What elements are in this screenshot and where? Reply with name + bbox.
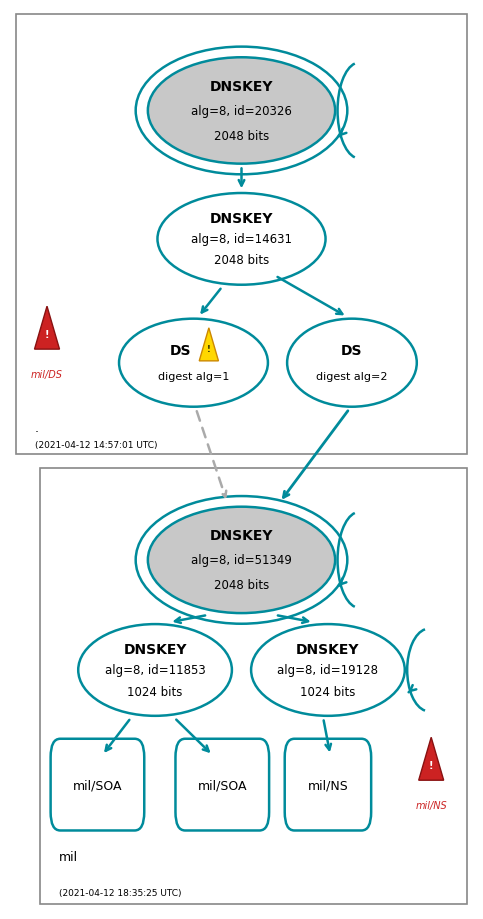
Text: mil/SOA: mil/SOA (72, 778, 122, 791)
FancyBboxPatch shape (40, 469, 467, 904)
Text: alg=8, id=19128: alg=8, id=19128 (277, 664, 379, 676)
Text: 1024 bits: 1024 bits (128, 685, 183, 698)
Text: alg=8, id=51349: alg=8, id=51349 (191, 554, 292, 567)
Ellipse shape (157, 194, 326, 286)
Text: DS: DS (341, 344, 363, 357)
Text: 1024 bits: 1024 bits (300, 685, 355, 698)
Text: alg=8, id=11853: alg=8, id=11853 (105, 664, 205, 676)
Text: DNSKEY: DNSKEY (123, 642, 187, 656)
Text: mil/NS: mil/NS (415, 800, 447, 811)
Ellipse shape (251, 624, 405, 716)
Text: !: ! (429, 760, 433, 770)
Ellipse shape (148, 58, 335, 165)
Text: DNSKEY: DNSKEY (210, 80, 273, 94)
Polygon shape (419, 737, 444, 780)
Text: mil/DS: mil/DS (31, 369, 63, 380)
Text: .: . (35, 422, 39, 435)
FancyBboxPatch shape (51, 739, 144, 831)
Ellipse shape (78, 624, 232, 716)
Ellipse shape (119, 319, 268, 407)
Text: 2048 bits: 2048 bits (214, 255, 269, 267)
Ellipse shape (287, 319, 417, 407)
FancyBboxPatch shape (175, 739, 269, 831)
Text: mil/NS: mil/NS (308, 778, 348, 791)
Text: (2021-04-12 18:35:25 UTC): (2021-04-12 18:35:25 UTC) (59, 888, 182, 897)
Text: DNSKEY: DNSKEY (210, 211, 273, 225)
FancyBboxPatch shape (16, 15, 467, 455)
Text: digest alg=1: digest alg=1 (158, 372, 229, 382)
Text: !: ! (45, 329, 49, 339)
Text: digest alg=2: digest alg=2 (316, 372, 388, 382)
Text: 2048 bits: 2048 bits (214, 579, 269, 592)
Polygon shape (34, 307, 59, 350)
Polygon shape (199, 328, 218, 361)
Ellipse shape (148, 507, 335, 613)
Text: (2021-04-12 14:57:01 UTC): (2021-04-12 14:57:01 UTC) (35, 440, 157, 449)
FancyBboxPatch shape (284, 739, 371, 831)
Text: !: ! (207, 345, 211, 354)
Text: 2048 bits: 2048 bits (214, 130, 269, 142)
Text: alg=8, id=20326: alg=8, id=20326 (191, 105, 292, 118)
Text: DNSKEY: DNSKEY (296, 642, 360, 656)
Text: DS: DS (169, 344, 191, 357)
Text: alg=8, id=14631: alg=8, id=14631 (191, 233, 292, 246)
Text: mil/SOA: mil/SOA (198, 778, 247, 791)
Text: mil: mil (59, 850, 78, 863)
Text: DNSKEY: DNSKEY (210, 528, 273, 542)
